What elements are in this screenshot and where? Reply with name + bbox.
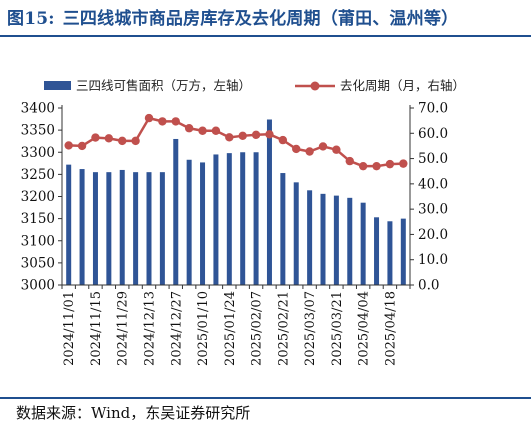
line-point xyxy=(358,161,368,171)
bar xyxy=(226,153,232,285)
line-point xyxy=(265,130,274,139)
x-axis-tick-label: 2025/01/10 xyxy=(196,291,211,366)
bar xyxy=(79,169,85,285)
legend-line-marker xyxy=(310,81,320,91)
line-point xyxy=(77,141,87,151)
bar xyxy=(173,138,179,285)
line-point xyxy=(251,130,261,139)
legend-bar-label: 三四线可售面积（万方，左轴） xyxy=(76,78,251,93)
x-axis-tick-label: 2025/04/04 xyxy=(357,291,372,366)
bar xyxy=(374,217,380,285)
line-point xyxy=(158,117,167,126)
line-point xyxy=(238,131,247,141)
line-point xyxy=(399,159,408,168)
left-axis-tick-label: 3200 xyxy=(21,189,55,205)
right-axis-tick-label: 10.0 xyxy=(418,252,448,268)
line-point xyxy=(91,133,100,142)
line-point xyxy=(104,134,114,143)
x-axis-tick-label: 2024/12/13 xyxy=(143,291,158,366)
bar xyxy=(133,172,139,285)
bar xyxy=(360,202,366,285)
line-point xyxy=(305,147,314,156)
x-axis-tick-label: 2025/02/07 xyxy=(250,291,265,366)
bar xyxy=(146,172,152,285)
line-point xyxy=(332,145,341,154)
legend-line-label: 去化周期（月，右轴） xyxy=(340,78,465,93)
bar xyxy=(119,169,125,285)
left-axis-tick-label: 3250 xyxy=(21,167,55,183)
left-axis-tick-label: 3400 xyxy=(21,101,55,117)
line-point xyxy=(144,113,154,123)
line-point xyxy=(225,133,234,142)
line-point xyxy=(171,117,180,126)
bar xyxy=(266,119,272,285)
figure-title-text: 三四线城市商品房库存及去化周期（莆田、温州等） xyxy=(62,9,459,29)
line-point xyxy=(64,141,73,150)
left-axis-tick-label: 3150 xyxy=(21,211,55,227)
title-divider xyxy=(0,35,531,37)
x-axis-tick-label: 2025/02/21 xyxy=(276,291,291,366)
bar xyxy=(186,159,192,285)
right-axis-tick-label: 70.0 xyxy=(418,101,448,117)
x-axis-tick-label: 2024/12/27 xyxy=(169,291,184,366)
bar xyxy=(240,152,246,285)
line-point xyxy=(184,124,194,133)
bar xyxy=(106,172,112,285)
right-axis-tick-label: 30.0 xyxy=(418,202,448,218)
x-axis-tick-label: 2024/11/01 xyxy=(62,291,77,366)
bar xyxy=(280,173,286,285)
line-point xyxy=(198,126,207,135)
right-axis-tick-label: 50.0 xyxy=(418,151,448,167)
bar xyxy=(66,164,72,285)
source-divider xyxy=(0,397,531,399)
right-axis-tick-label: 60.0 xyxy=(418,126,448,142)
x-axis-tick-label: 2025/03/21 xyxy=(330,291,345,366)
left-axis-tick-label: 3000 xyxy=(21,278,55,294)
bar xyxy=(333,195,339,285)
line-point xyxy=(118,136,127,146)
line-point xyxy=(211,126,221,135)
bar xyxy=(200,162,206,285)
bar xyxy=(307,190,313,285)
line-point xyxy=(318,142,328,151)
line-point xyxy=(372,161,381,171)
right-axis-tick-label: 0.0 xyxy=(418,278,439,294)
bar xyxy=(320,193,326,285)
x-axis-tick-label: 2025/01/24 xyxy=(223,291,238,366)
line-point xyxy=(292,144,301,154)
left-axis-tick-label: 3100 xyxy=(21,233,55,249)
legend-bar-swatch xyxy=(44,81,71,90)
line-point xyxy=(278,135,288,145)
left-axis-tick-label: 3350 xyxy=(21,123,55,139)
left-axis-tick-label: 3300 xyxy=(21,145,55,161)
bar xyxy=(253,152,259,285)
x-axis-tick-label: 2025/03/07 xyxy=(303,291,318,366)
line-point xyxy=(345,156,354,166)
left-axis-tick-label: 3050 xyxy=(21,255,55,271)
bar xyxy=(400,218,406,286)
bar xyxy=(159,172,165,285)
right-axis-tick-label: 40.0 xyxy=(418,176,448,192)
source-note: 数据来源：Wind，东吴证券研究所 xyxy=(16,404,251,422)
figure-number: 图15: xyxy=(7,9,55,29)
x-axis-tick-label: 2024/11/15 xyxy=(89,291,104,366)
bar xyxy=(213,154,219,285)
figure-title: 图15: 三四线城市商品房库存及去化周期（莆田、温州等） xyxy=(7,4,458,29)
bar xyxy=(347,197,353,285)
line-point xyxy=(385,159,395,169)
x-axis-tick-label: 2024/11/29 xyxy=(116,291,131,366)
bar xyxy=(387,221,393,285)
bar xyxy=(92,172,98,285)
line-point xyxy=(131,136,140,146)
bar xyxy=(293,182,299,285)
right-axis-tick-label: 20.0 xyxy=(418,227,448,243)
x-axis-tick-label: 2025/04/18 xyxy=(383,291,398,366)
